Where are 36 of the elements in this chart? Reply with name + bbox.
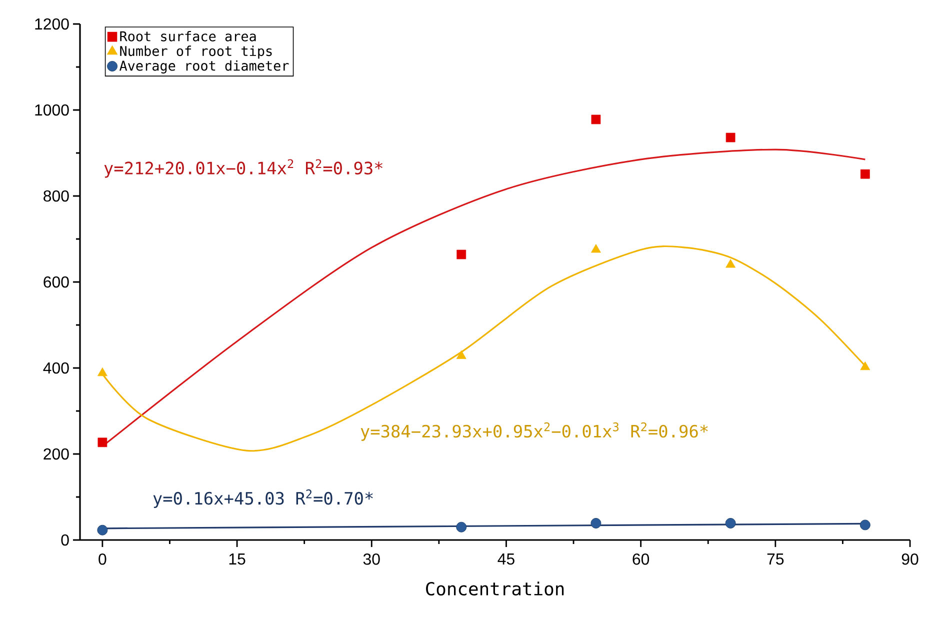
point bbox=[97, 524, 108, 536]
y-tick-label: 200 bbox=[44, 448, 69, 460]
annotation: y=384−23.93x+0.95x$^{2}$−0.01x$^{3}$ R$^{2}$=0.96* bbox=[360, 422, 708, 441]
point bbox=[726, 132, 736, 142]
point bbox=[860, 520, 870, 530]
y-tick-label: 1000 bbox=[35, 104, 69, 116]
legend-label: Root surface area bbox=[120, 30, 256, 42]
point bbox=[726, 259, 736, 268]
x-tick-label: 15 bbox=[229, 554, 246, 565]
y-tick-label: 600 bbox=[44, 276, 69, 288]
y-tick-label: 1200 bbox=[35, 18, 69, 30]
annotation: y=0.16x+45.03 R$^{2}$=0.70* bbox=[153, 489, 373, 508]
y-tick-label: 0 bbox=[61, 534, 69, 546]
x-axis-title: Concentration bbox=[426, 582, 564, 596]
x-tick-label: 90 bbox=[902, 554, 918, 565]
y-tick-label: 400 bbox=[43, 362, 69, 374]
point bbox=[591, 114, 601, 124]
legend-label: Average root diameter bbox=[119, 60, 289, 74]
point bbox=[725, 518, 736, 528]
point bbox=[456, 522, 467, 532]
x-tick-label: 0 bbox=[98, 554, 106, 565]
annotation: y=212+20.01x−0.14x$^{2}$ R$^{2}$=0.93* bbox=[104, 159, 382, 178]
y-tick-label: 800 bbox=[44, 190, 69, 202]
point bbox=[590, 518, 602, 528]
legend-label: Number of root tips bbox=[120, 46, 272, 59]
x-tick-label: 30 bbox=[363, 554, 380, 565]
point bbox=[860, 169, 870, 179]
point bbox=[591, 244, 601, 253]
point bbox=[456, 350, 466, 359]
point bbox=[98, 438, 108, 448]
x-tick-label: 75 bbox=[767, 554, 784, 565]
x-tick-label: 45 bbox=[498, 554, 514, 565]
point bbox=[456, 250, 466, 260]
point bbox=[97, 367, 108, 376]
point bbox=[860, 361, 870, 370]
x-tick-label: 60 bbox=[632, 554, 650, 565]
